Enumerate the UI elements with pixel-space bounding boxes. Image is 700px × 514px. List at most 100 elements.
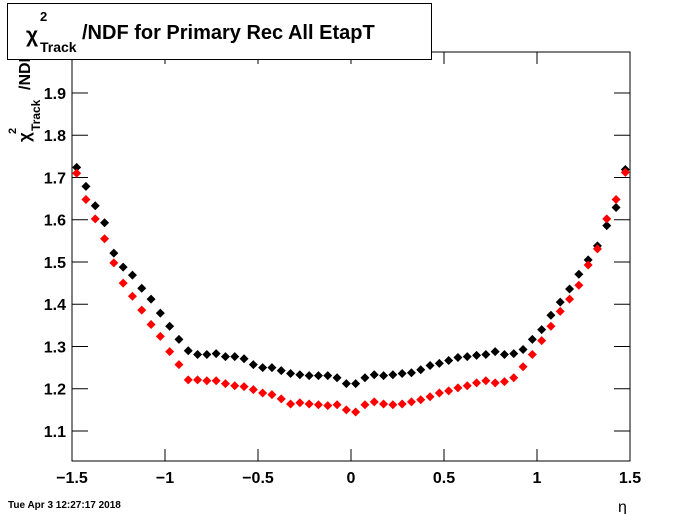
title-sub: Track (40, 39, 77, 55)
marker (555, 306, 565, 316)
marker (583, 260, 593, 270)
marker (146, 320, 156, 330)
marker (453, 352, 463, 362)
marker (388, 370, 398, 380)
marker (518, 344, 528, 354)
marker (602, 221, 612, 231)
marker (155, 308, 165, 318)
marker (406, 397, 416, 407)
x-tick-label: 1.5 (619, 470, 641, 487)
marker (472, 350, 482, 360)
marker (165, 321, 175, 331)
marker (481, 376, 491, 386)
marker (127, 291, 137, 301)
marker (72, 168, 82, 178)
marker (537, 336, 547, 346)
marker (286, 399, 296, 409)
marker (100, 234, 110, 244)
marker (332, 400, 342, 410)
marker (239, 354, 249, 364)
marker (499, 377, 509, 387)
y-tick-label: 1.9 (44, 86, 66, 103)
x-tick-label: −1.5 (56, 470, 88, 487)
marker (304, 371, 314, 381)
marker (388, 400, 398, 410)
marker (434, 388, 444, 398)
marker (462, 381, 472, 391)
marker (574, 280, 584, 290)
marker (248, 360, 258, 370)
marker (155, 331, 165, 341)
marker (230, 381, 240, 391)
marker (351, 407, 361, 417)
marker (509, 349, 519, 359)
x-tick-label: 0 (347, 470, 356, 487)
marker (602, 214, 612, 224)
marker (323, 401, 333, 411)
marker (174, 334, 184, 344)
marker (267, 363, 277, 373)
marker (369, 397, 379, 407)
y-label-sup: 2 (7, 128, 19, 134)
marker (193, 350, 203, 360)
x-tick-label: 0.5 (433, 470, 455, 487)
marker (81, 181, 91, 191)
marker (546, 321, 556, 331)
marker (565, 284, 575, 294)
marker (490, 347, 500, 357)
marker (462, 352, 472, 362)
marker (239, 382, 249, 392)
marker (109, 258, 119, 268)
y-tick-label: 1.6 (44, 213, 66, 230)
marker (304, 399, 314, 409)
marker (555, 297, 565, 307)
y-axis-label: χ 2 Track /NDF (7, 52, 43, 142)
marker (276, 366, 286, 376)
marker (100, 218, 110, 228)
marker (611, 194, 621, 204)
y-tick-label: 1.5 (44, 255, 66, 272)
marker (444, 355, 454, 365)
x-axis-label: η (618, 499, 627, 514)
marker (90, 201, 100, 211)
marker (118, 262, 128, 272)
marker (472, 378, 482, 388)
y-tick-label: 1.7 (44, 170, 66, 187)
y-tick-label: 1.1 (44, 424, 66, 441)
marker (258, 388, 268, 398)
y-tick-label: 1.2 (44, 382, 66, 399)
marker (313, 400, 323, 410)
marker (620, 167, 630, 177)
marker (295, 398, 305, 408)
marker (444, 386, 454, 396)
marker (406, 368, 416, 378)
x-tick-label: 1 (533, 470, 542, 487)
y-label-sub: Track (29, 99, 43, 131)
x-tick-label: −1 (156, 470, 174, 487)
marker (509, 373, 519, 383)
marker (425, 361, 435, 371)
marker (537, 325, 547, 335)
y-tick-label: 1.4 (44, 297, 66, 314)
marker (518, 362, 528, 372)
marker (369, 370, 379, 380)
marker (434, 358, 444, 368)
marker (267, 390, 277, 400)
marker (481, 350, 491, 360)
marker (127, 270, 137, 280)
marker (183, 375, 193, 385)
marker (499, 350, 509, 360)
title-sup: 2 (40, 9, 47, 24)
marker (202, 350, 212, 360)
marker (453, 383, 463, 393)
marker (527, 350, 537, 360)
y-tick-label: 1.8 (44, 128, 66, 145)
marker (546, 310, 556, 320)
marker (574, 269, 584, 279)
y-label-rest: /NDF (17, 52, 34, 90)
marker (286, 369, 296, 379)
marker (118, 278, 128, 288)
